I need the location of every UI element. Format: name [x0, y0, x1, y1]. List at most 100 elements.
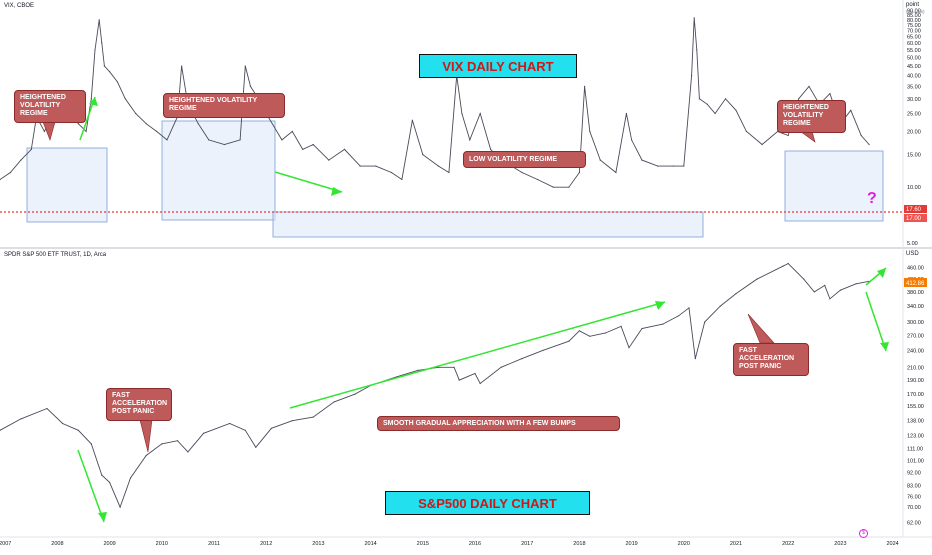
- spy-point: [829, 298, 831, 300]
- spy-symbol-label[interactable]: SPDR S&P 500 ETF TRUST, 1D, Arca: [4, 252, 107, 258]
- vix-point: [631, 139, 633, 141]
- tradingview-event-icon[interactable]: $: [859, 529, 868, 538]
- callout-text: HEIGHTENED VOLATILITY REGIME: [20, 94, 66, 117]
- arrow-vix-up-2008[interactable]: [79, 96, 98, 141]
- x-tick-label: 2009: [103, 541, 115, 547]
- time-axis[interactable]: 2007 2008 2009 2010 2011 2012 2013 2014 2015 2016…: [0, 541, 899, 547]
- question-mark[interactable]: ?: [867, 190, 877, 207]
- vix-point: [166, 139, 168, 141]
- vix-point: [109, 71, 111, 73]
- spy-point: [662, 323, 664, 325]
- vix-point: [521, 171, 523, 174]
- spy-point: [62, 422, 64, 425]
- vix-point: [101, 42, 103, 44]
- spy-price-line[interactable]: [0, 262, 870, 509]
- vix-point: [615, 171, 617, 174]
- vix-symbol-label[interactable]: VIX, CBOE: [4, 3, 35, 9]
- spy-point: [479, 382, 481, 385]
- vix-title-box[interactable]: VIX DAILY CHART: [419, 54, 577, 78]
- callout-heightened-2008[interactable]: HEIGHTENED VOLATILITY REGIME: [14, 90, 86, 123]
- spy-price-scale[interactable]: 62.00 70.00 76.00 83.00 92.00 101.00 111.00 123…: [907, 266, 924, 527]
- vix-y-tick-label: 50.00: [907, 56, 921, 62]
- vix-y-tick-label: 35.00: [907, 84, 921, 90]
- vix-point: [411, 119, 413, 121]
- callout-heightened-2022[interactable]: HEIGHTENED VOLATILITY REGIME: [777, 100, 846, 133]
- vix-point: [375, 165, 377, 167]
- spy-point: [855, 283, 857, 285]
- vix-point: [135, 112, 137, 115]
- vix-point: [599, 159, 601, 161]
- spy-point: [719, 305, 721, 307]
- spy-y-tick-label: 270.00: [907, 333, 924, 339]
- spy-series: [0, 262, 870, 509]
- spy-title: S&P500 DAILY CHART: [418, 495, 557, 511]
- spy-y-tick-label: 138.00: [907, 419, 924, 425]
- spy-y-tick-label: 380.00: [907, 290, 924, 296]
- vix-point: [724, 98, 727, 100]
- vix-price-scale[interactable]: 5.00 10.00 15.00 20.00 25.00 30.00 35.00 40.00 4…: [907, 8, 921, 247]
- vix-point: [691, 75, 693, 77]
- vix-point: [312, 143, 314, 146]
- callout-low-volatility[interactable]: LOW VOLATILITY REGIME: [463, 151, 586, 168]
- vix-point: [461, 112, 463, 115]
- spy-point: [244, 429, 246, 431]
- spy-point: [20, 418, 22, 420]
- vix-point: [77, 123, 79, 125]
- vix-point: [537, 178, 539, 181]
- vix-point: [693, 17, 695, 19]
- callout-heightened-2010[interactable]: HEIGHTENED VOLATILITY REGIME: [163, 93, 285, 118]
- vix-point: [328, 159, 330, 161]
- spy-point: [161, 443, 163, 445]
- x-tick-label: 2017: [521, 541, 533, 547]
- vix-point: [90, 98, 92, 100]
- arrow-spy-down-2023[interactable]: [865, 291, 889, 352]
- spy-y-tick-label: 70.00: [907, 505, 921, 511]
- vix-y-tick-label: 70.00: [907, 29, 921, 35]
- vix-point: [208, 139, 210, 141]
- callout-fast-acceleration-2020[interactable]: FAST ACCELERATION POST PANIC: [733, 343, 809, 376]
- regime-box-2022[interactable]: [784, 150, 884, 222]
- vix-point: [448, 171, 450, 174]
- callout-text: LOW VOLATILITY REGIME: [469, 156, 558, 163]
- arrow-spy-up-2023[interactable]: [865, 267, 887, 286]
- vix-point: [672, 165, 674, 167]
- spy-point: [145, 454, 147, 457]
- callout-fast-acceleration-2009[interactable]: FAST ACCELERATION POST PANIC: [106, 388, 172, 421]
- vix-last-badge-1: 17.60: [906, 207, 922, 213]
- x-tick-label: 2021: [730, 541, 742, 547]
- regime-box-2010-2011[interactable]: [161, 120, 276, 221]
- spy-point: [229, 422, 231, 425]
- spy-point: [119, 506, 121, 508]
- vix-point: [145, 123, 147, 125]
- spy-point: [678, 315, 680, 317]
- arrow-spy-up-long[interactable]: [289, 301, 666, 409]
- callout-text: SMOOTH GRADUAL APPRECIATION WITH A FEW B…: [383, 420, 576, 427]
- spy-y-tick-label: 300.00: [907, 320, 924, 326]
- arrow-vix-down-2011[interactable]: [274, 171, 343, 196]
- regime-box-low-vol[interactable]: [272, 211, 704, 238]
- x-tick-label: 2019: [625, 541, 637, 547]
- spy-point: [90, 443, 92, 445]
- vix-point: [9, 171, 11, 174]
- vix-point: [698, 98, 701, 100]
- spy-title-box[interactable]: S&P500 DAILY CHART: [385, 491, 590, 515]
- spy-point: [735, 293, 737, 295]
- vix-point: [291, 130, 293, 132]
- x-tick-label: 2014: [364, 541, 376, 547]
- spy-point: [803, 278, 805, 280]
- vix-point: [156, 130, 158, 132]
- arrow-spy-down-2008[interactable]: [77, 449, 107, 523]
- vix-price-line[interactable]: [0, 17, 870, 188]
- spy-last-badge: 412.86: [906, 281, 925, 287]
- vix-point: [657, 165, 659, 167]
- x-tick-label: 2012: [260, 541, 272, 547]
- vix-point: [181, 65, 183, 67]
- spy-y-tick-label: 240.00: [907, 348, 924, 354]
- spy-point: [839, 289, 842, 291]
- vix-y-tick-label: 45.00: [907, 64, 921, 70]
- regime-box-2008[interactable]: [26, 147, 108, 223]
- callout-smooth-appreciation[interactable]: SMOOTH GRADUAL APPRECIATION WITH A FEW B…: [377, 416, 620, 431]
- vix-point: [223, 143, 225, 146]
- spy-y-tick-label: 76.00: [907, 495, 921, 501]
